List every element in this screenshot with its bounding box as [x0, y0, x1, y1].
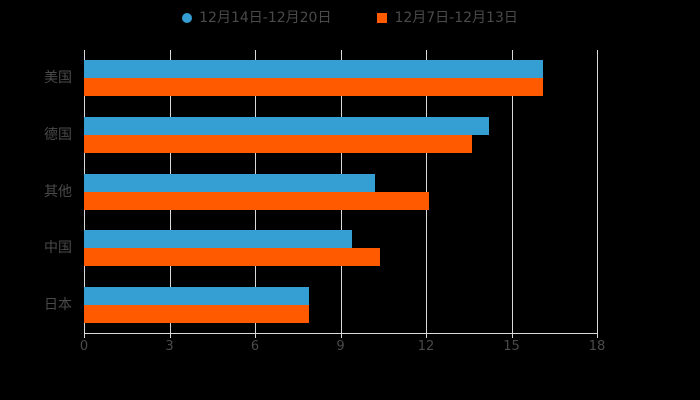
- x-tick-mark: [511, 333, 513, 338]
- x-tick-mark: [169, 333, 171, 338]
- x-tick-label: 0: [79, 339, 89, 354]
- x-tick-mark: [340, 333, 342, 338]
- x-tick-label: 18: [588, 339, 606, 354]
- legend-item-series-0[interactable]: 12月14日-12月20日: [182, 11, 331, 25]
- category-label-德国: 德国: [44, 126, 72, 143]
- bar-德国-series-0[interactable]: [84, 116, 489, 135]
- bar-其他-series-1[interactable]: [84, 191, 429, 210]
- x-tick-mark: [255, 333, 256, 338]
- bar-德国-series-1[interactable]: [84, 134, 472, 153]
- bar-其他-series-0[interactable]: [84, 173, 375, 192]
- legend-label-series-0: 12月14日-12月20日: [199, 10, 332, 26]
- chart-legend: 12月14日-12月20日 12月7日-12月13日: [0, 6, 700, 30]
- x-tick-mark: [597, 333, 598, 338]
- plot-area: [84, 50, 597, 333]
- gridline: [511, 50, 513, 333]
- x-tick-mark: [426, 333, 427, 338]
- legend-circle-marker-icon: [182, 13, 193, 23]
- x-tick-label: 6: [250, 339, 260, 354]
- category-label-日本: 日本: [44, 296, 72, 313]
- x-tick-mark: [84, 333, 85, 338]
- x-tick-label: 15: [503, 339, 520, 354]
- legend-item-series-1[interactable]: 12月7日-12月13日: [377, 10, 518, 26]
- gridline: [597, 50, 598, 333]
- x-tick-label: 12: [417, 339, 435, 354]
- bar-中国-series-0[interactable]: [84, 230, 352, 249]
- bar-美国-series-0[interactable]: [84, 60, 543, 79]
- bar-美国-series-1[interactable]: [84, 78, 543, 97]
- category-label-美国: 美国: [44, 70, 72, 87]
- bar-日本-series-1[interactable]: [84, 304, 310, 323]
- legend-label-series-1: 12月7日-12月13日: [394, 10, 518, 26]
- x-tick-label: 3: [165, 339, 174, 354]
- x-tick-label: 9: [336, 339, 345, 354]
- category-label-中国: 中国: [44, 240, 72, 257]
- legend-square-marker-icon: [377, 13, 388, 23]
- category-label-其他: 其他: [44, 183, 72, 200]
- bar-中国-series-1[interactable]: [84, 248, 381, 267]
- bar-日本-series-0[interactable]: [84, 286, 310, 305]
